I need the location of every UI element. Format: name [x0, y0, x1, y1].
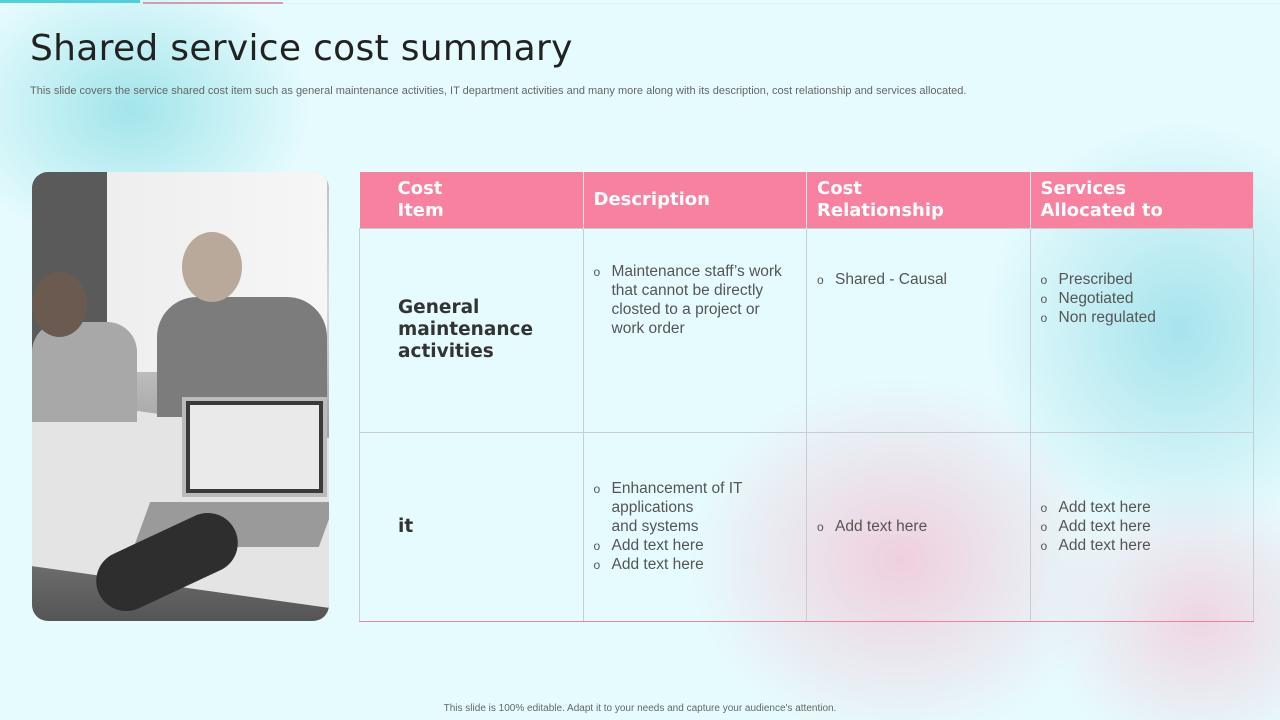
accent-bar-teal: [0, 0, 140, 3]
bullet-item: Add text here: [1041, 536, 1254, 556]
accent-bar-pink: [143, 2, 283, 4]
bullet-item: Prescribed: [1041, 270, 1254, 290]
bullet-list: Add text hereAdd text hereAdd text here: [1031, 498, 1254, 556]
bullet-item: Shared - Causal: [817, 270, 1030, 290]
relationship-cell: Shared - Causal: [806, 227, 1031, 433]
cost-summary-table: Cost Item Description Cost Relationship Servi…: [359, 172, 1254, 622]
bullet-list: Add text here: [807, 517, 1030, 537]
bullet-item: Non regulated: [1041, 308, 1254, 328]
relationship-cell: Add text here: [806, 431, 1031, 622]
bullet-item: Negotiated: [1041, 289, 1254, 309]
column-header: Services Allocated to: [1030, 172, 1254, 228]
cost-item-cell: General maintenance activities: [359, 227, 584, 433]
services-cell: Add text hereAdd text hereAdd text here: [1029, 431, 1254, 622]
services-cell: PrescribedNegotiatedNon regulated: [1029, 227, 1254, 433]
bullet-item: Add text here: [1041, 498, 1254, 518]
bullet-list: Shared - Causal: [807, 270, 1030, 290]
bullet-list: PrescribedNegotiatedNon regulated: [1031, 270, 1254, 328]
bullet-item: Add text here: [594, 536, 807, 556]
top-divider: [283, 3, 1280, 4]
bullet-item: Add text here: [1041, 517, 1254, 537]
column-header: Cost Item: [359, 172, 584, 228]
column-header: Cost Relationship: [806, 172, 1031, 228]
office-meeting-photo: [32, 172, 329, 621]
slide-subtitle: This slide covers the service shared cos…: [30, 85, 967, 97]
footer-note: This slide is 100% editable. Adapt it to…: [443, 703, 837, 714]
bullet-item: Add text here: [817, 517, 1030, 537]
column-header: Description: [583, 172, 807, 228]
slide-title: Shared service cost summary: [30, 28, 573, 69]
cost-item-cell: it: [359, 431, 584, 622]
bullet-item: Add text here: [594, 555, 807, 575]
table-row: GeneralmaintenanceactivitiesMaintenance …: [359, 227, 1254, 433]
